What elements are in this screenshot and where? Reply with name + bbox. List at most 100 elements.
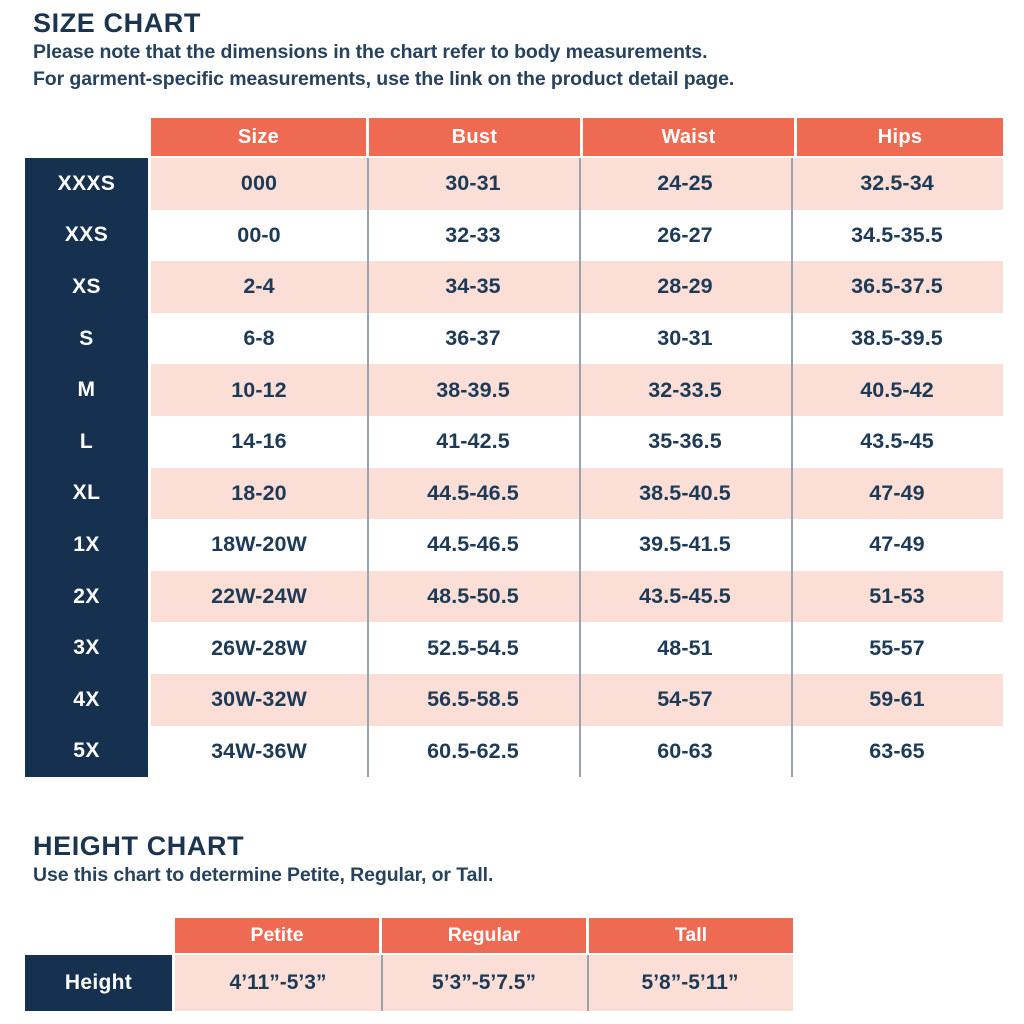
height-chart-note: Use this chart to determine Petite, Regu… <box>33 863 494 886</box>
cell-waist: 35-36.5 <box>648 429 722 454</box>
cell-hips: 51-53 <box>869 584 925 609</box>
cell-hips: 47-49 <box>869 480 925 505</box>
size-chart-table: XXXS XXS XS S M L XL 1X 2X 3X 4X 5X Size Bust Waist… <box>25 118 1003 778</box>
size-row-label: S <box>79 326 94 350</box>
cell-waist: 30-31 <box>657 326 713 351</box>
cell-bust: 44.5-46.5 <box>427 480 519 505</box>
cell-waist: 38.5-40.5 <box>639 480 731 505</box>
column-header-tall: Tall <box>589 918 793 953</box>
height-row-label: Height <box>25 955 172 1011</box>
cell-hips: 55-57 <box>869 635 925 660</box>
size-grid-area: Size Bust Waist Hips 000 30-31 24-25 32.5-3… <box>151 118 1003 778</box>
cell-bust: 41-42.5 <box>436 429 510 454</box>
cell-hips: 38.5-39.5 <box>851 326 943 351</box>
size-row-label: XS <box>72 274 101 298</box>
height-table-row: 4’11”-5’3” 5’3”-5’7.5” 5’8”-5’11” <box>175 955 793 1011</box>
size-table-header-row: Size Bust Waist Hips <box>151 118 1003 156</box>
cell-hips: 34.5-35.5 <box>851 222 943 247</box>
height-value-regular: 5’3”-5’7.5” <box>432 971 536 994</box>
column-separator-3 <box>791 158 793 777</box>
cell-size: 30W-32W <box>211 687 307 712</box>
size-row-label: M <box>77 378 96 402</box>
size-row-label: 4X <box>73 687 100 711</box>
size-row-label: 2X <box>73 584 100 608</box>
size-chart-title: SIZE CHART <box>33 8 201 38</box>
height-column-separator-2 <box>587 955 589 1011</box>
column-header-waist: Waist <box>583 118 794 156</box>
size-chart-header: SIZE CHART Please note that the dimensio… <box>33 8 1013 94</box>
cell-size: 18W-20W <box>211 532 307 557</box>
height-value-petite: 4’11”-5’3” <box>229 971 327 994</box>
cell-hips: 43.5-45 <box>860 429 934 454</box>
cell-size: 00-0 <box>237 222 281 247</box>
table-row: 18-20 44.5-46.5 38.5-40.5 47-49 <box>151 467 1003 520</box>
cell-size: 14-16 <box>231 429 287 454</box>
cell-waist: 54-57 <box>657 687 713 712</box>
table-row: 00-0 32-33 26-27 34.5-35.5 <box>151 209 1003 262</box>
table-row: 34W-36W 60.5-62.5 60-63 63-65 <box>151 725 1003 778</box>
height-chart-header: HEIGHT CHART Use this chart to determine… <box>33 831 933 889</box>
column-header-size: Size <box>151 118 366 156</box>
cell-size: 22W-24W <box>211 584 307 609</box>
cell-waist: 28-29 <box>657 274 713 299</box>
cell-bust: 60.5-62.5 <box>427 738 519 763</box>
cell-hips: 40.5-42 <box>860 377 934 402</box>
table-row: 6-8 36-37 30-31 38.5-39.5 <box>151 312 1003 365</box>
cell-bust: 48.5-50.5 <box>427 584 519 609</box>
cell-size: 6-8 <box>243 326 275 351</box>
cell-bust: 56.5-58.5 <box>427 687 519 712</box>
cell-bust: 38-39.5 <box>436 377 510 402</box>
table-row: 10-12 38-39.5 32-33.5 40.5-42 <box>151 364 1003 416</box>
cell-bust: 30-31 <box>445 171 501 196</box>
cell-waist: 26-27 <box>657 222 713 247</box>
table-row: 18W-20W 44.5-46.5 39.5-41.5 47-49 <box>151 519 1003 571</box>
column-header-bust: Bust <box>369 118 580 156</box>
cell-hips: 32.5-34 <box>860 171 934 196</box>
cell-waist: 48-51 <box>657 635 713 660</box>
cell-bust: 32-33 <box>445 222 501 247</box>
cell-hips: 63-65 <box>869 738 925 763</box>
height-chart-title: HEIGHT CHART <box>33 831 245 861</box>
column-header-hips: Hips <box>797 118 1003 156</box>
size-row-label: XXXS <box>57 171 116 195</box>
column-separator-2 <box>579 158 581 777</box>
table-row: 22W-24W 48.5-50.5 43.5-45.5 51-53 <box>151 570 1003 623</box>
cell-bust: 52.5-54.5 <box>427 635 519 660</box>
size-row-label: L <box>79 429 94 453</box>
table-row: 000 30-31 24-25 32.5-34 <box>151 158 1003 210</box>
cell-size: 18-20 <box>231 480 287 505</box>
cell-waist: 60-63 <box>657 738 713 763</box>
size-chart-note-line-1: Please note that the dimensions in the c… <box>33 40 708 63</box>
cell-waist: 39.5-41.5 <box>639 532 731 557</box>
height-grid-area: Petite Regular Tall 4’11”-5’3” 5’3”-5’7.… <box>175 918 793 1011</box>
cell-size: 2-4 <box>243 274 275 299</box>
cell-size: 10-12 <box>231 377 287 402</box>
cell-hips: 59-61 <box>869 687 925 712</box>
cell-waist: 32-33.5 <box>648 377 722 402</box>
column-header-petite: Petite <box>175 918 379 953</box>
cell-bust: 36-37 <box>445 326 501 351</box>
size-row-label: 3X <box>73 636 100 660</box>
cell-size: 26W-28W <box>211 635 307 660</box>
size-row-label: XXS <box>64 223 109 247</box>
table-row: 30W-32W 56.5-58.5 54-57 59-61 <box>151 674 1003 726</box>
height-column-separator-1 <box>381 955 383 1011</box>
height-chart-table: Height Petite Regular Tall 4’11”-5’3” 5’… <box>25 918 793 1012</box>
height-value-tall: 5’8”-5’11” <box>641 971 739 994</box>
height-table-header-row: Petite Regular Tall <box>175 918 793 953</box>
cell-waist: 43.5-45.5 <box>639 584 731 609</box>
size-row-label: XL <box>72 481 101 505</box>
size-row-label: 5X <box>73 739 100 763</box>
table-row: 26W-28W 52.5-54.5 48-51 55-57 <box>151 622 1003 674</box>
table-row: 2-4 34-35 28-29 36.5-37.5 <box>151 261 1003 313</box>
cell-hips: 47-49 <box>869 532 925 557</box>
size-label-rail: XXXS XXS XS S M L XL 1X 2X 3X 4X 5X <box>25 158 148 777</box>
cell-bust: 44.5-46.5 <box>427 532 519 557</box>
column-header-regular: Regular <box>382 918 586 953</box>
cell-waist: 24-25 <box>657 171 713 196</box>
cell-size: 000 <box>240 171 278 196</box>
table-row: 14-16 41-42.5 35-36.5 43.5-45 <box>151 416 1003 468</box>
cell-bust: 34-35 <box>445 274 501 299</box>
size-chart-note-line-2: For garment-specific measurements, use t… <box>33 68 735 91</box>
